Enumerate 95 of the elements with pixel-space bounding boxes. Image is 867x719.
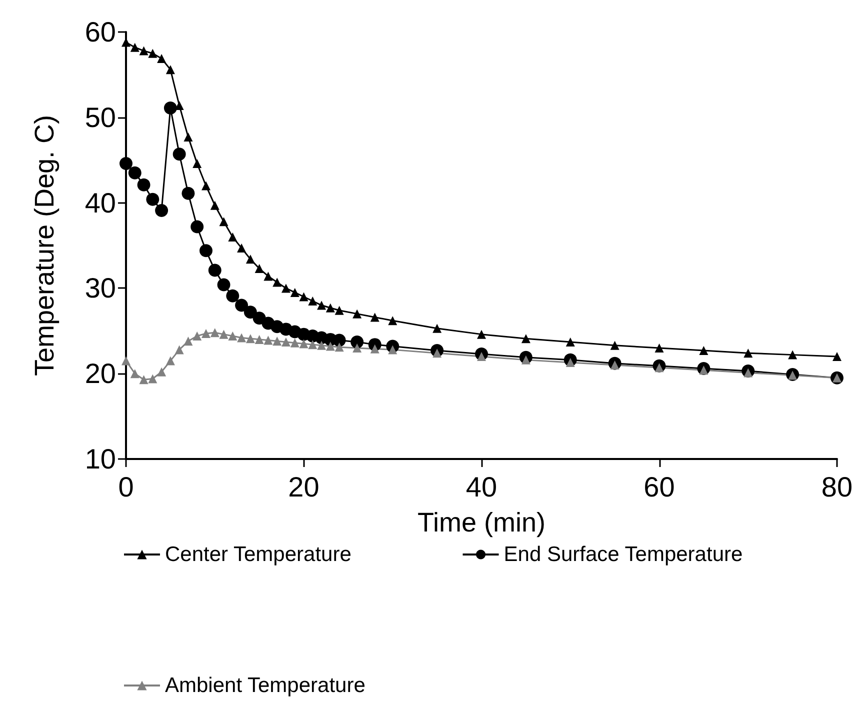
point <box>308 340 318 350</box>
point <box>139 375 148 384</box>
point <box>290 288 300 297</box>
point <box>254 264 264 274</box>
point <box>155 204 168 217</box>
point <box>264 272 273 281</box>
x-axis-title: Time (min) <box>418 508 546 538</box>
y-tick-label: 40 <box>84 187 116 218</box>
point <box>299 339 308 348</box>
point <box>172 148 186 161</box>
point <box>217 278 230 292</box>
point <box>326 342 335 351</box>
point <box>308 296 318 306</box>
point <box>182 186 195 200</box>
point <box>122 356 130 366</box>
point <box>237 333 246 342</box>
point <box>190 220 204 234</box>
point <box>226 289 240 302</box>
point <box>120 157 132 170</box>
point <box>788 350 798 360</box>
point <box>157 54 166 63</box>
point <box>201 328 210 338</box>
point <box>192 332 202 341</box>
point <box>290 338 300 348</box>
point <box>166 356 175 366</box>
point <box>139 46 148 56</box>
point <box>334 306 344 315</box>
point <box>174 345 184 354</box>
point <box>334 342 344 352</box>
point <box>235 298 248 312</box>
point <box>237 244 246 253</box>
point <box>148 48 158 58</box>
point <box>352 309 362 318</box>
point <box>350 336 364 348</box>
point <box>184 336 193 346</box>
point <box>281 338 290 346</box>
point <box>148 374 158 384</box>
point <box>370 312 380 322</box>
point <box>352 343 362 352</box>
point <box>244 306 257 319</box>
x-tick-label: 60 <box>644 472 675 502</box>
x-tick-label: 80 <box>821 472 853 502</box>
y-axis-title: Temperature (Deg. C) <box>30 114 60 376</box>
point <box>164 102 177 114</box>
point <box>137 178 150 192</box>
point <box>201 181 210 190</box>
point <box>146 192 160 206</box>
point <box>744 348 753 358</box>
point <box>166 65 175 74</box>
point <box>272 278 282 287</box>
y-tick-label: 20 <box>84 358 116 390</box>
y-tick-label: 50 <box>84 102 116 133</box>
point <box>210 328 220 338</box>
point <box>130 42 140 52</box>
point <box>219 217 228 226</box>
point <box>317 340 326 350</box>
point <box>566 338 575 346</box>
point <box>299 292 308 302</box>
point <box>388 316 398 326</box>
y-tick-label: 60 <box>84 16 116 48</box>
point <box>192 159 202 168</box>
point <box>184 132 193 142</box>
point <box>317 300 326 310</box>
point <box>210 200 220 210</box>
x-tick-label: 20 <box>288 472 320 502</box>
point <box>281 284 290 293</box>
point <box>654 343 664 352</box>
legend-label: End Surface Temperature <box>504 543 743 566</box>
point <box>208 264 222 277</box>
point <box>332 334 346 347</box>
point <box>832 352 842 362</box>
legend-label: Center Temperature <box>165 543 352 566</box>
y-tick-label: 10 <box>84 444 116 474</box>
point <box>228 332 238 341</box>
point <box>246 334 255 344</box>
point <box>699 346 708 356</box>
point <box>326 303 335 312</box>
point <box>246 254 255 264</box>
point <box>200 244 212 258</box>
y-tick-label: 30 <box>84 272 116 304</box>
point <box>128 166 142 180</box>
point <box>130 369 140 378</box>
point <box>521 334 530 344</box>
point <box>264 336 273 345</box>
point <box>432 324 442 333</box>
point <box>610 340 620 350</box>
point <box>157 367 166 376</box>
x-tick-label: 0 <box>118 472 134 502</box>
point <box>254 334 264 344</box>
point <box>477 330 486 339</box>
point <box>219 330 228 339</box>
point <box>272 336 282 346</box>
legend-label: Ambient Temperature <box>165 674 366 697</box>
x-tick-label: 40 <box>466 472 498 502</box>
point <box>228 232 238 242</box>
